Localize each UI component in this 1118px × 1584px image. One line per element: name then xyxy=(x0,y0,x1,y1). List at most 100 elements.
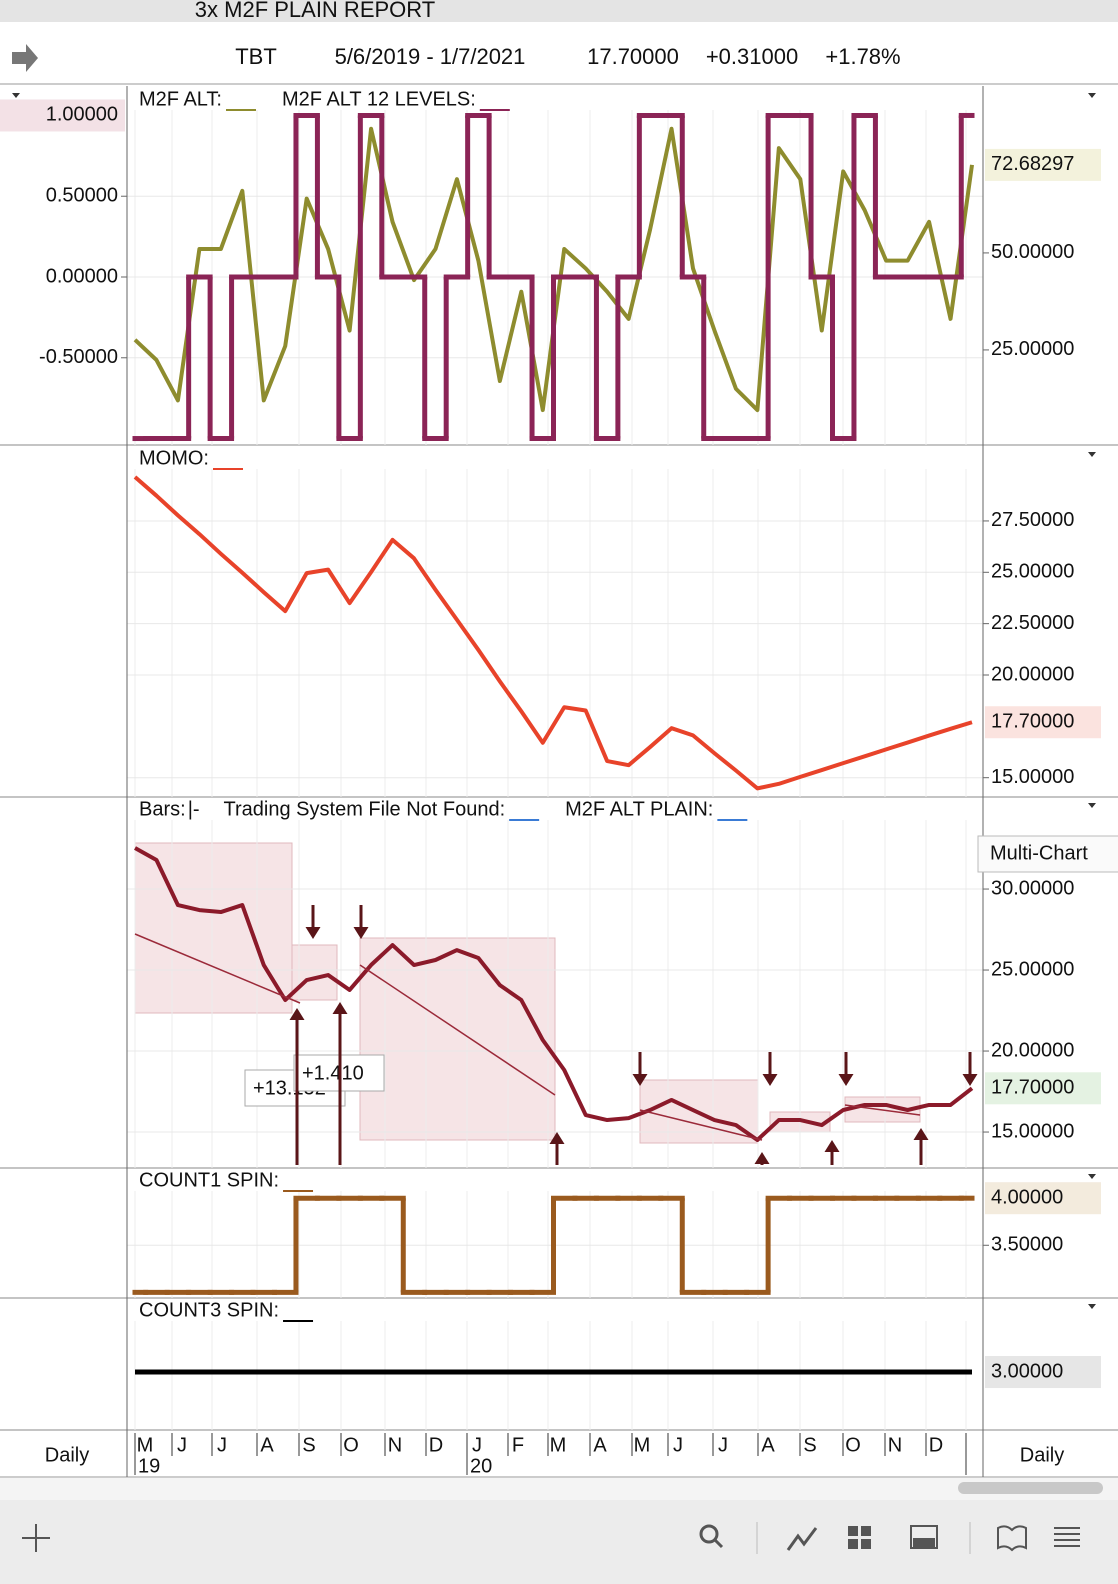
window-title: 3x M2F PLAIN REPORT xyxy=(195,0,435,22)
y2-tick-label: 25.00000 xyxy=(991,338,1074,360)
month-label: O xyxy=(343,1434,359,1456)
add-button[interactable] xyxy=(22,1524,50,1552)
trend-line xyxy=(359,964,556,1096)
up-arrow xyxy=(913,1128,929,1165)
trend-zone xyxy=(359,937,556,1141)
month-label: D xyxy=(929,1434,943,1456)
current-value-box xyxy=(985,706,1101,739)
chart-button[interactable] xyxy=(786,1527,818,1551)
month-label: M xyxy=(137,1434,154,1456)
current-value-box xyxy=(985,1182,1101,1215)
down-arrow xyxy=(962,1052,978,1086)
search-button[interactable] xyxy=(699,1524,719,1544)
month-label: F xyxy=(512,1434,524,1456)
panel-menu[interactable] xyxy=(1088,803,1096,808)
y-tick-label: 0.00000 xyxy=(46,265,118,287)
trend-line xyxy=(639,1109,763,1141)
tooltip-box xyxy=(977,835,1118,873)
current-value-label: 17.70000 xyxy=(991,711,1074,733)
y-tick-label: 30.00000 xyxy=(991,877,1074,899)
quote-bar xyxy=(0,22,1118,84)
legend-label: M2F ALT: xyxy=(139,88,222,110)
y2-tick-label: 50.00000 xyxy=(991,241,1074,263)
trend-line xyxy=(134,933,301,1004)
up-arrow xyxy=(332,1002,348,1165)
legend-label: M2F ALT 12 LEVELS: xyxy=(282,88,476,110)
menu-button[interactable] xyxy=(1054,1527,1080,1547)
arrow-icon[interactable] xyxy=(12,44,38,72)
panel-menu[interactable] xyxy=(1088,452,1096,457)
grid-cell xyxy=(848,1539,858,1549)
current-value-box xyxy=(985,1072,1101,1105)
down-arrow xyxy=(838,1052,854,1086)
month-label: A xyxy=(761,1434,775,1456)
y-tick-label: 25.00000 xyxy=(991,958,1074,980)
y-tick-label: 3.50000 xyxy=(991,1234,1063,1256)
legend-label: MOMO: xyxy=(139,447,209,469)
current-value-label: 3.00000 xyxy=(991,1360,1063,1382)
up-arrow xyxy=(754,1152,770,1165)
trend-line xyxy=(844,1104,921,1116)
book-button[interactable] xyxy=(997,1525,1027,1552)
period-right[interactable]: Daily xyxy=(1020,1444,1064,1466)
legend-label: COUNT1 SPIN: xyxy=(139,1169,279,1191)
down-arrow xyxy=(632,1052,648,1086)
month-label: J xyxy=(673,1434,683,1456)
y-tick-label: 0.50000 xyxy=(46,185,118,207)
down-arrow xyxy=(305,905,321,939)
current-value-box xyxy=(985,148,1101,181)
trend-lines xyxy=(134,933,921,1141)
grid-button[interactable] xyxy=(848,1526,858,1536)
legend-label: COUNT3 SPIN: xyxy=(139,1299,279,1321)
down-arrow xyxy=(762,1052,778,1086)
month-label: N xyxy=(388,1434,402,1456)
month-label: S xyxy=(302,1434,315,1456)
scroll-track xyxy=(0,1478,1118,1500)
year-label: 20 xyxy=(470,1455,492,1477)
title-bar xyxy=(0,0,1118,22)
grid-cell xyxy=(861,1526,871,1536)
panel-menu[interactable] xyxy=(1088,1174,1096,1179)
current-value-label: 4.00000 xyxy=(991,1186,1063,1208)
panel-menu[interactable] xyxy=(12,93,20,98)
panel-menu[interactable] xyxy=(1088,93,1096,98)
month-label: A xyxy=(260,1434,274,1456)
tooltip-text: Multi-Chart xyxy=(990,842,1088,864)
signal-arrows xyxy=(289,905,978,1165)
legend-label: Trading System File Not Found: xyxy=(224,798,506,820)
annotation: +1.410 xyxy=(302,1062,364,1084)
current-value-box xyxy=(985,1356,1101,1389)
up-arrow xyxy=(289,1008,305,1165)
y-tick-label: 25.00000 xyxy=(991,561,1074,583)
layout-button[interactable] xyxy=(910,1525,938,1549)
scroll-thumb[interactable] xyxy=(958,1482,1103,1494)
month-label: O xyxy=(845,1434,861,1456)
y-tick-label: 20.00000 xyxy=(991,1039,1074,1061)
current-value-label: 72.68297 xyxy=(991,153,1074,175)
y-tick-label: 27.50000 xyxy=(991,509,1074,531)
current-value-label: 1.00000 xyxy=(46,104,118,126)
tooltip: Multi-Chart xyxy=(977,835,1118,873)
last-price: 17.70000 xyxy=(587,44,679,69)
change-pct: +1.78% xyxy=(825,44,900,69)
month-label: D xyxy=(429,1434,443,1456)
y-tick-label: -0.50000 xyxy=(39,346,118,368)
gutters xyxy=(126,86,984,1477)
current-value-box xyxy=(0,99,125,132)
year-label: 19 xyxy=(138,1455,160,1477)
charts: 0.500000.00000-0.5000050.0000025.00000M2… xyxy=(0,88,1118,1478)
y-tick-label: 15.00000 xyxy=(991,1120,1074,1142)
month-label: A xyxy=(593,1434,607,1456)
legend-label: Bars: xyxy=(139,798,186,820)
legend-marker: |- xyxy=(188,798,200,820)
month-label: J xyxy=(718,1434,728,1456)
date-range: 5/6/2019 - 1/7/2021 xyxy=(335,44,526,69)
current-value-label: 17.70000 xyxy=(991,1077,1074,1099)
panel-menu[interactable] xyxy=(1088,1304,1096,1309)
layout-fill xyxy=(913,1538,935,1547)
grid-cell xyxy=(861,1539,871,1549)
series-line xyxy=(134,846,974,1142)
period-left[interactable]: Daily xyxy=(45,1444,89,1466)
y-tick-label: 22.50000 xyxy=(991,612,1074,634)
